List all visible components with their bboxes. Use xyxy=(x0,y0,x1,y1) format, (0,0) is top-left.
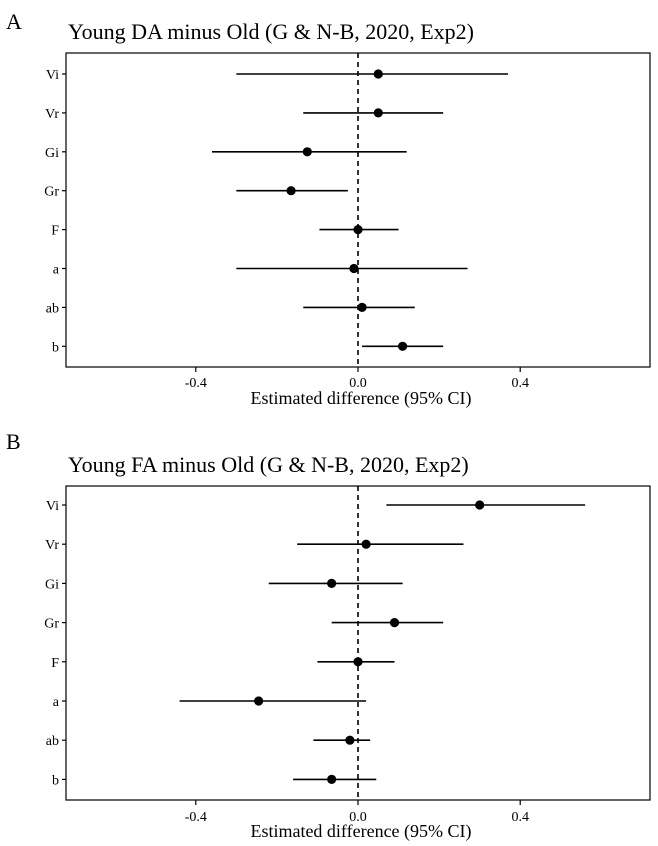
panel-a-marks: -0.4 0.0 0.4 Vi Vr Gi Gr Fa ab b xyxy=(44,53,529,391)
panel-b-point-vi xyxy=(475,500,485,510)
panel-b-point-gr xyxy=(389,618,400,628)
panel-a-point-gr xyxy=(286,186,296,196)
panel-a-y-tick-label-ab: ab xyxy=(46,301,59,316)
panel-a-y-tick-label-b: b xyxy=(52,340,59,355)
panel-b-y-tick-label-b: b xyxy=(52,773,59,788)
panel-b-marks: -0.4 0.0 0.4 Vi Vr Gi Gr Fa ab b xyxy=(44,486,586,825)
panel-a-point-vi xyxy=(373,69,383,79)
panel-a-point-gi xyxy=(302,147,312,157)
panel-a-point-ab xyxy=(357,302,367,312)
panel-b-point-a xyxy=(254,696,264,706)
panel-b-x-tick-label: 0.4 xyxy=(511,810,529,825)
panel-label-a: A xyxy=(6,9,22,34)
panel-b-y-tick-label-f: F xyxy=(51,656,59,671)
panel-b-point-vr xyxy=(361,539,371,549)
panel-b-point-ab xyxy=(345,735,355,745)
panel-a-y-tick-label-a: a xyxy=(53,263,60,278)
panel-label-b: B xyxy=(6,429,21,454)
panel-b-x-tick-label: 0.0 xyxy=(349,810,367,825)
panel-b-y-tick-label-vi: Vi xyxy=(46,499,59,514)
panel-a-point-vr xyxy=(373,108,383,118)
panel-a-y-tick-label-vr: Vr xyxy=(45,107,59,122)
panel-a-title: Young DA minus Old (G & N-B, 2020, Exp2) xyxy=(68,19,474,44)
panel-a-x-axis-label: Estimated difference (95% CI) xyxy=(250,388,471,409)
panel-a-point-a xyxy=(349,263,359,274)
panel-b-y-tick-label-gi: Gi xyxy=(45,577,59,592)
panel-b-y-tick-label-a: a xyxy=(53,695,60,710)
panel-a-x-tick-label: 0.0 xyxy=(349,376,367,391)
panel-a-y-tick-label-vi: Vi xyxy=(46,68,59,83)
panel-a-x-tick-label: -0.4 xyxy=(185,376,207,391)
panel-a-y-tick-label-f: F xyxy=(51,224,59,239)
panel-b-title: Young FA minus Old (G & N-B, 2020, Exp2) xyxy=(68,452,469,477)
panel-b: B Young FA minus Old (G & N-B, 2020, Exp… xyxy=(6,429,651,842)
panel-a-point-b xyxy=(398,341,408,351)
panel-b-point-b xyxy=(327,774,337,785)
panel-a-y-tick-label-gi: Gi xyxy=(45,146,59,161)
panel-b-y-tick-label-gr: Gr xyxy=(44,617,59,632)
panel-b-y-tick-label-ab: ab xyxy=(46,734,59,749)
panel-a-y-tick-label-gr: Gr xyxy=(44,185,59,200)
panel-b-point-f xyxy=(353,657,363,667)
panel-a: A Young DA minus Old (G & N-B, 2020, Exp… xyxy=(6,9,651,409)
panel-b-y-tick-label-vr: Vr xyxy=(45,538,59,553)
panel-b-x-axis-label: Estimated difference (95% CI) xyxy=(250,821,471,842)
panel-a-x-tick-label: 0.4 xyxy=(511,376,529,391)
panel-b-x-tick-label: -0.4 xyxy=(185,810,207,825)
panel-a-point-f xyxy=(353,225,363,235)
panel-b-point-gi xyxy=(327,578,337,589)
